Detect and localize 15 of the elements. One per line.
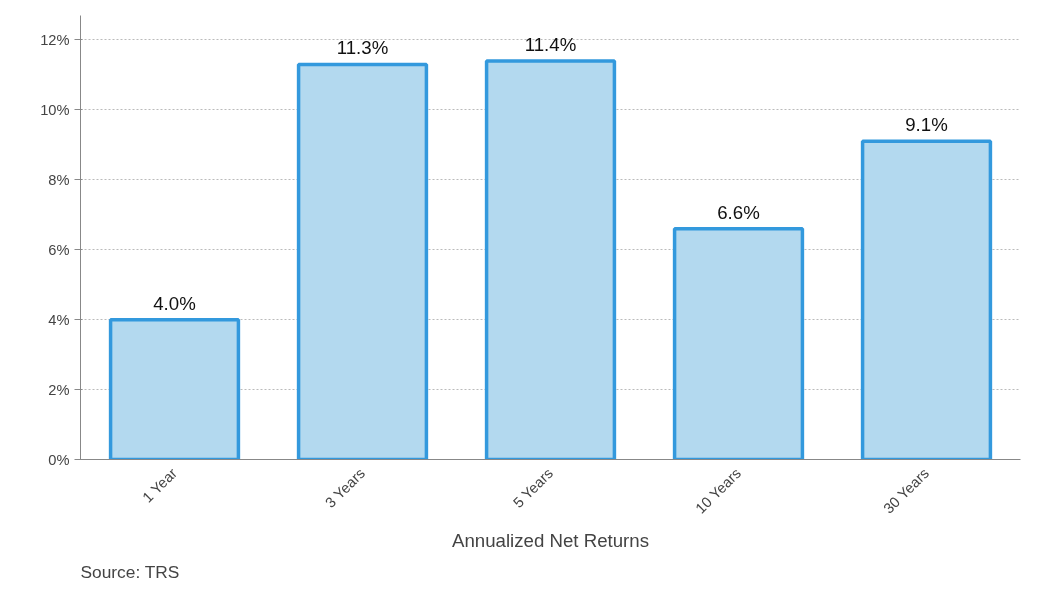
data-label: 4.0% <box>153 292 196 314</box>
y-tick-label: 12% <box>40 31 70 48</box>
data-label: 6.6% <box>717 201 760 223</box>
data-label: 11.4% <box>524 33 577 55</box>
source-note: Source: TRS <box>80 561 180 582</box>
data-label: 11.3% <box>336 37 389 59</box>
x-axis-title: Annualized Net Returns <box>451 530 650 552</box>
y-tick-label: 4% <box>48 311 70 328</box>
y-tick-label: 8% <box>48 171 70 188</box>
y-tick-label: 6% <box>48 241 70 258</box>
y-tick-label: 2% <box>48 381 70 398</box>
data-label: 9.1% <box>905 114 948 136</box>
y-tick-label: 10% <box>40 101 70 118</box>
y-tick-label: 0% <box>48 451 70 468</box>
x-tick-label: 1 Year <box>139 464 181 506</box>
